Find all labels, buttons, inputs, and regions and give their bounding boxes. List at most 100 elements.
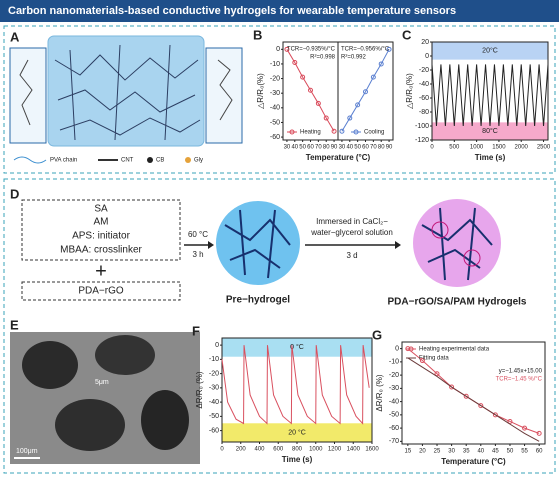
band-label: 80°C [482,127,498,135]
marker [315,100,321,106]
x-tick-label: 600 [273,447,284,453]
series-line [221,345,370,425]
legend-text: CNT [121,158,134,164]
panel-label: D [10,186,19,201]
y-tick-label: -60 [389,425,399,432]
x-tick-label: 1200 [328,447,342,453]
annotation: TCR=−0.956%/°C [341,47,390,53]
y-tick-label: -60 [419,95,429,102]
plus: + [95,260,107,282]
y-tick-label: -30 [270,90,280,97]
y-axis-label: ΔR/R₀ (%) [375,374,384,411]
x-tick-label: 60 [307,145,314,151]
panel-label: G [372,327,382,342]
x-tick-label: 15 [404,449,411,455]
x-axis-label: Time (s) [475,153,506,162]
band [222,423,372,442]
y-tick-label: -10 [209,356,219,363]
x-tick-label: 1000 [470,145,484,151]
x-tick-label: 0 [220,447,224,453]
marker [331,128,337,134]
band [222,338,372,357]
annotation: TCR=−0.935%/°C [287,47,336,53]
y-tick-label: -50 [270,119,280,126]
y-tick-label: -20 [419,67,429,74]
x-tick-label: 80 [323,145,330,151]
marker [292,59,298,65]
x-tick-label: 80 [378,145,385,151]
x-tick-label: 500 [449,145,460,151]
marker [386,46,392,52]
y-tick-label: -120 [415,137,429,144]
hydrogel [413,199,501,287]
x-tick-label: 70 [370,145,377,151]
network [224,209,291,279]
x-tick-label: 400 [254,447,265,453]
product: Pre−hydrogel [226,295,290,306]
legend-swatch [147,157,153,163]
panel-label: F [192,323,200,338]
x-tick-label: 35 [463,449,470,455]
pore [95,335,155,375]
condition: 60 °C [188,230,208,239]
x-tick-label: 30 [284,145,291,151]
legend-marker [353,129,359,135]
ingredient: AM [94,217,109,228]
x-tick-label: 90 [331,145,338,151]
x-axis-label: Temperature (°C) [306,153,371,162]
x-tick-label: 800 [292,447,303,453]
condition: Immersed in CaCl₂− [316,217,388,226]
x-tick-label: 60 [362,145,369,151]
y-tick-label: -40 [389,398,399,405]
y-tick-label: -20 [389,372,399,379]
marker [434,371,440,377]
x-axis-label: Time (s) [282,455,313,464]
legend-swatch [13,156,47,164]
series-line [431,64,549,127]
y-tick-label: -60 [209,427,219,434]
x-tick-label: 40 [477,449,484,455]
legend-text: Cooling [364,130,384,136]
y-tick-label: -70 [389,438,399,445]
legend-marker [408,346,414,352]
network [54,44,201,141]
x-tick-label: 20 [419,449,426,455]
marker [419,358,425,364]
legend-text: Heating [300,130,321,136]
arrow-head [208,241,214,249]
x-tick-label: 40 [346,145,353,151]
legend-text: CB [156,158,164,164]
pre-hydrogel [216,201,300,285]
panel-label: E [10,317,19,332]
x-tick-label: 30 [448,449,455,455]
y-tick-label: 0 [395,345,399,352]
annotation: R²=0.992 [341,55,367,61]
y-tick-label: -100 [415,123,429,130]
marker [323,115,329,121]
y-tick-label: 0 [215,342,219,349]
marker [522,425,528,431]
y-tick-label: 20 [421,39,429,46]
series-line [407,357,540,442]
y-tick-label: -80 [419,109,429,116]
x-tick-label: 30 [339,145,346,151]
scale-text: 5μm [95,379,109,386]
panel-label: C [402,27,412,42]
series-line [341,49,390,132]
zoom-right [205,47,243,144]
x-tick-label: 50 [299,145,306,151]
legend-marker [289,129,295,135]
y-tick-label: -50 [389,412,399,419]
band [432,122,548,140]
x-tick-label: 0 [430,145,434,151]
x-tick-label: 55 [521,449,528,455]
x-tick-label: 1500 [492,145,506,151]
marker [370,74,376,80]
additive: PDA−rGO [78,286,124,297]
condition: water−glycerol solution [310,228,393,237]
x-tick-label: 1000 [309,447,323,453]
marker [339,128,345,134]
band-label: 20 °C [288,428,306,436]
marker [300,74,306,80]
x-tick-label: 45 [492,449,499,455]
